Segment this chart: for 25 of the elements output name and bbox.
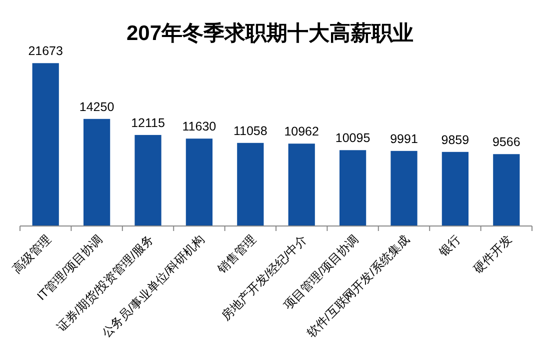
bar [339, 150, 366, 226]
bar [442, 152, 469, 226]
data-label: 9859 [441, 132, 470, 147]
x-tick-label: 销售管理 [214, 232, 259, 277]
x-tick-label: 高级管理 [10, 232, 54, 276]
bar [134, 134, 162, 226]
x-tick-label: 银行 [436, 232, 464, 260]
x-tick-label: 硬件开发 [470, 232, 515, 276]
data-label: 9566 [492, 135, 520, 150]
data-label: 11058 [233, 124, 268, 138]
chart-title: 207年冬季求职期十大高薪职业 [126, 21, 414, 45]
data-label: 10095 [335, 131, 370, 146]
bar [32, 63, 59, 226]
data-label: 12115 [131, 116, 165, 130]
bar [288, 144, 315, 226]
bar [186, 138, 213, 226]
data-label: 10962 [284, 124, 320, 139]
data-label: 14250 [79, 100, 114, 114]
bar [493, 154, 520, 226]
bar [83, 118, 110, 226]
bar [390, 150, 418, 226]
data-label: 21673 [28, 44, 64, 58]
data-label: 9991 [390, 132, 418, 146]
data-label: 11630 [182, 120, 216, 134]
bar [237, 142, 264, 226]
